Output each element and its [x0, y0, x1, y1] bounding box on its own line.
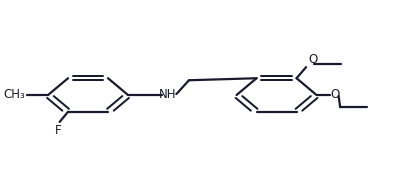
- Text: F: F: [54, 124, 61, 137]
- Text: CH₃: CH₃: [4, 89, 25, 101]
- Text: NH: NH: [159, 89, 177, 101]
- Text: O: O: [330, 89, 340, 101]
- Text: O: O: [308, 53, 317, 66]
